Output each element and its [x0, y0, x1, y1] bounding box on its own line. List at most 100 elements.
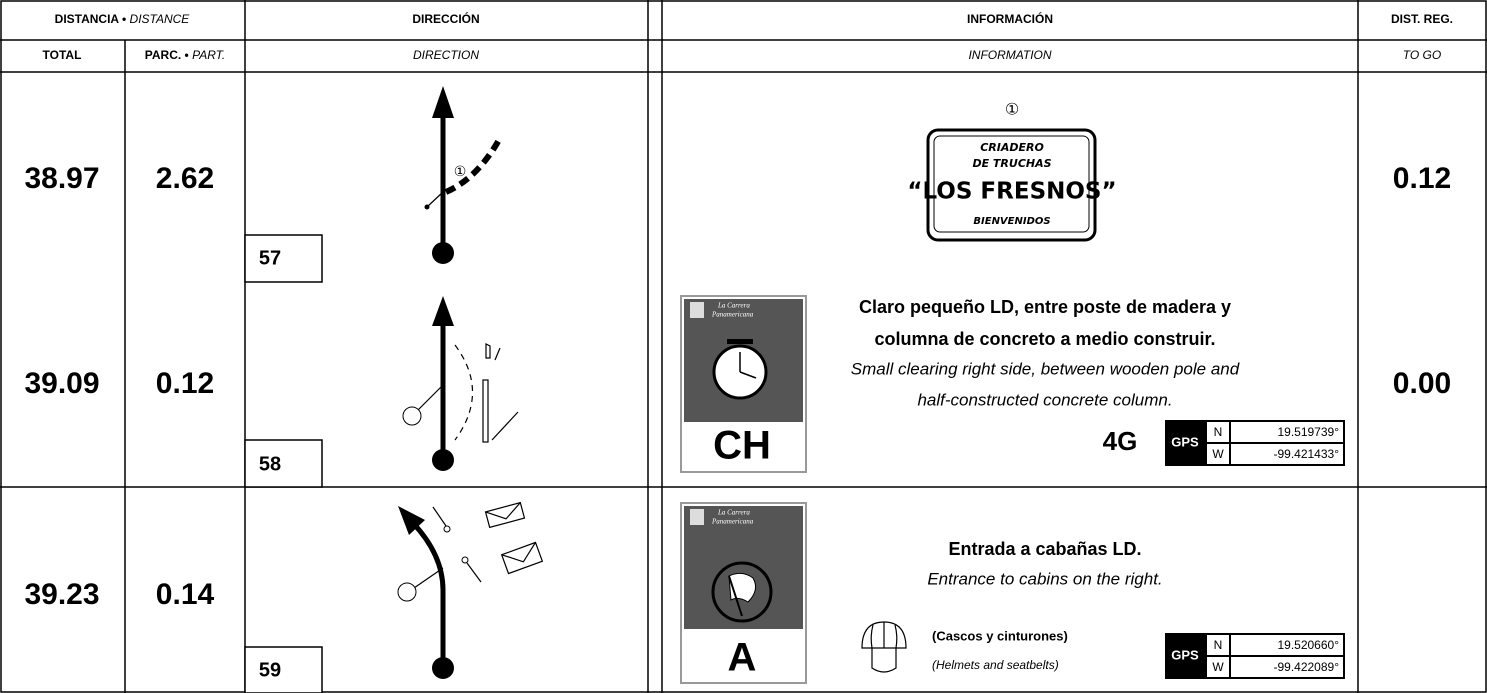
- sign-board: [926, 128, 1097, 242]
- clearing: [402, 406, 422, 426]
- pole-top: [461, 556, 469, 564]
- description-en: half-constructed concrete column.: [917, 390, 1172, 409]
- total: 38.97: [24, 162, 99, 195]
- gps-value: -99.421433°: [1273, 447, 1339, 461]
- total: 39.09: [24, 367, 99, 400]
- cabin: [500, 541, 544, 575]
- partial: 2.62: [156, 162, 214, 195]
- description-en: Entrance to cabins on the right.: [927, 569, 1162, 588]
- arrow-head: [398, 506, 425, 535]
- header-direction: DIRECCIÓN: [412, 11, 479, 26]
- note-es: (Cascos y cinturones): [932, 628, 1068, 643]
- flag-circle: [711, 561, 773, 623]
- header-es: DISTANCIA •: [55, 12, 127, 26]
- welcome-sign: ① CRIADERO DE TRUCHAS “LOS FRESNOS” BIEN…: [907, 100, 1117, 242]
- arrow-head: [432, 296, 454, 326]
- column: [491, 411, 519, 441]
- description-en: Small clearing right side, between woode…: [851, 359, 1240, 378]
- sign-line: CRIADERO: [980, 141, 1044, 154]
- cabin-point: [397, 582, 417, 602]
- cabin-line: [413, 567, 444, 589]
- gps-box: GPS N 19.520660° W -99.422089°: [1165, 633, 1345, 679]
- number-box: [244, 234, 323, 283]
- to-go: 0.12: [1393, 162, 1451, 195]
- pole-top: [443, 525, 451, 533]
- description-es: columna de concreto a medio construir.: [874, 329, 1215, 349]
- entry-number: 59: [259, 659, 281, 681]
- gps-cell: [1207, 635, 1229, 655]
- cabin-roof: [501, 542, 537, 563]
- pointer: [426, 191, 444, 208]
- badge-logo: [690, 302, 704, 318]
- number-box: [244, 439, 323, 488]
- header-to-go: DIST. REG.: [1391, 12, 1453, 26]
- badge-brand: Panamericana: [711, 311, 754, 319]
- helmet-strap: [871, 648, 897, 673]
- stopwatch-crown: [727, 339, 753, 344]
- sign-line: DE TRUCHAS: [972, 157, 1051, 170]
- sign-line: “LOS FRESNOS”: [907, 179, 1116, 205]
- description-es: Claro pequeño LD, entre poste de madera …: [859, 297, 1231, 317]
- start-dot: [432, 242, 454, 264]
- signal: 4G: [1103, 426, 1138, 456]
- badge-logo: [690, 509, 704, 525]
- partial: 0.12: [156, 367, 214, 400]
- header-es: PARC. •: [145, 48, 189, 62]
- number-box: [244, 646, 323, 693]
- helmet-icon: [861, 621, 907, 673]
- gps-axis: N: [1214, 425, 1223, 439]
- pole: [432, 506, 447, 527]
- gps-value: 19.519739°: [1277, 425, 1339, 439]
- entry-number: 57: [259, 247, 281, 269]
- header-information: INFORMACIÓN: [967, 11, 1053, 26]
- cabin-body: [500, 541, 544, 575]
- cabin-body: [484, 501, 526, 529]
- gps-axis: W: [1212, 447, 1224, 461]
- header-direction-en: DIRECTION: [413, 48, 479, 62]
- start-dot: [432, 657, 454, 679]
- gps-cell: [1207, 422, 1229, 442]
- header-en: DISTANCE: [130, 12, 191, 26]
- sign-line: BIENVENIDOS: [973, 216, 1050, 227]
- badge: La Carrera Panamericana A: [680, 502, 807, 684]
- side-road: [444, 136, 503, 195]
- to-go: 0.00: [1393, 367, 1451, 400]
- gps-box: GPS N 19.519739° W -99.421433°: [1165, 420, 1345, 466]
- sign-number: ①: [1005, 100, 1019, 119]
- note-en: (Helmets and seatbelts): [932, 658, 1059, 672]
- post-mark: [494, 347, 501, 361]
- header-total: TOTAL: [43, 48, 82, 62]
- header-en: PART.: [192, 48, 225, 62]
- direction-diagram: [397, 501, 544, 679]
- total: 39.23: [24, 578, 99, 611]
- header-to-go-en: TO GO: [1403, 48, 1441, 62]
- pole: [482, 379, 489, 443]
- badge-code: A: [728, 636, 757, 680]
- gps-cell: [1231, 657, 1343, 677]
- badge-brand: Panamericana: [711, 518, 754, 526]
- pole: [466, 562, 482, 583]
- gps-cell: [1207, 657, 1229, 677]
- badge-brand: La Carrera: [717, 509, 750, 517]
- description-es: Entrada a cabañas LD.: [948, 539, 1141, 559]
- gps-cell: [1231, 444, 1343, 464]
- entry-number: 58: [259, 453, 281, 475]
- gps-value: 19.520660°: [1277, 638, 1339, 652]
- cabin-roof: [485, 502, 521, 520]
- cabin: [484, 501, 526, 529]
- badge: La Carrera Panamericana CH: [680, 295, 807, 473]
- clearing-edge: [454, 344, 473, 441]
- direction-note: ①: [454, 164, 467, 180]
- gps-value: -99.422089°: [1273, 660, 1339, 674]
- gps-axis: N: [1214, 638, 1223, 652]
- badge-top: [684, 506, 803, 629]
- post: [485, 343, 491, 359]
- arrow-head: [432, 86, 454, 118]
- badge-brand: La Carrera: [717, 302, 750, 310]
- direction-diagram: ①: [424, 86, 503, 264]
- pointer-dot: [424, 204, 430, 210]
- clearing-line: [417, 384, 444, 411]
